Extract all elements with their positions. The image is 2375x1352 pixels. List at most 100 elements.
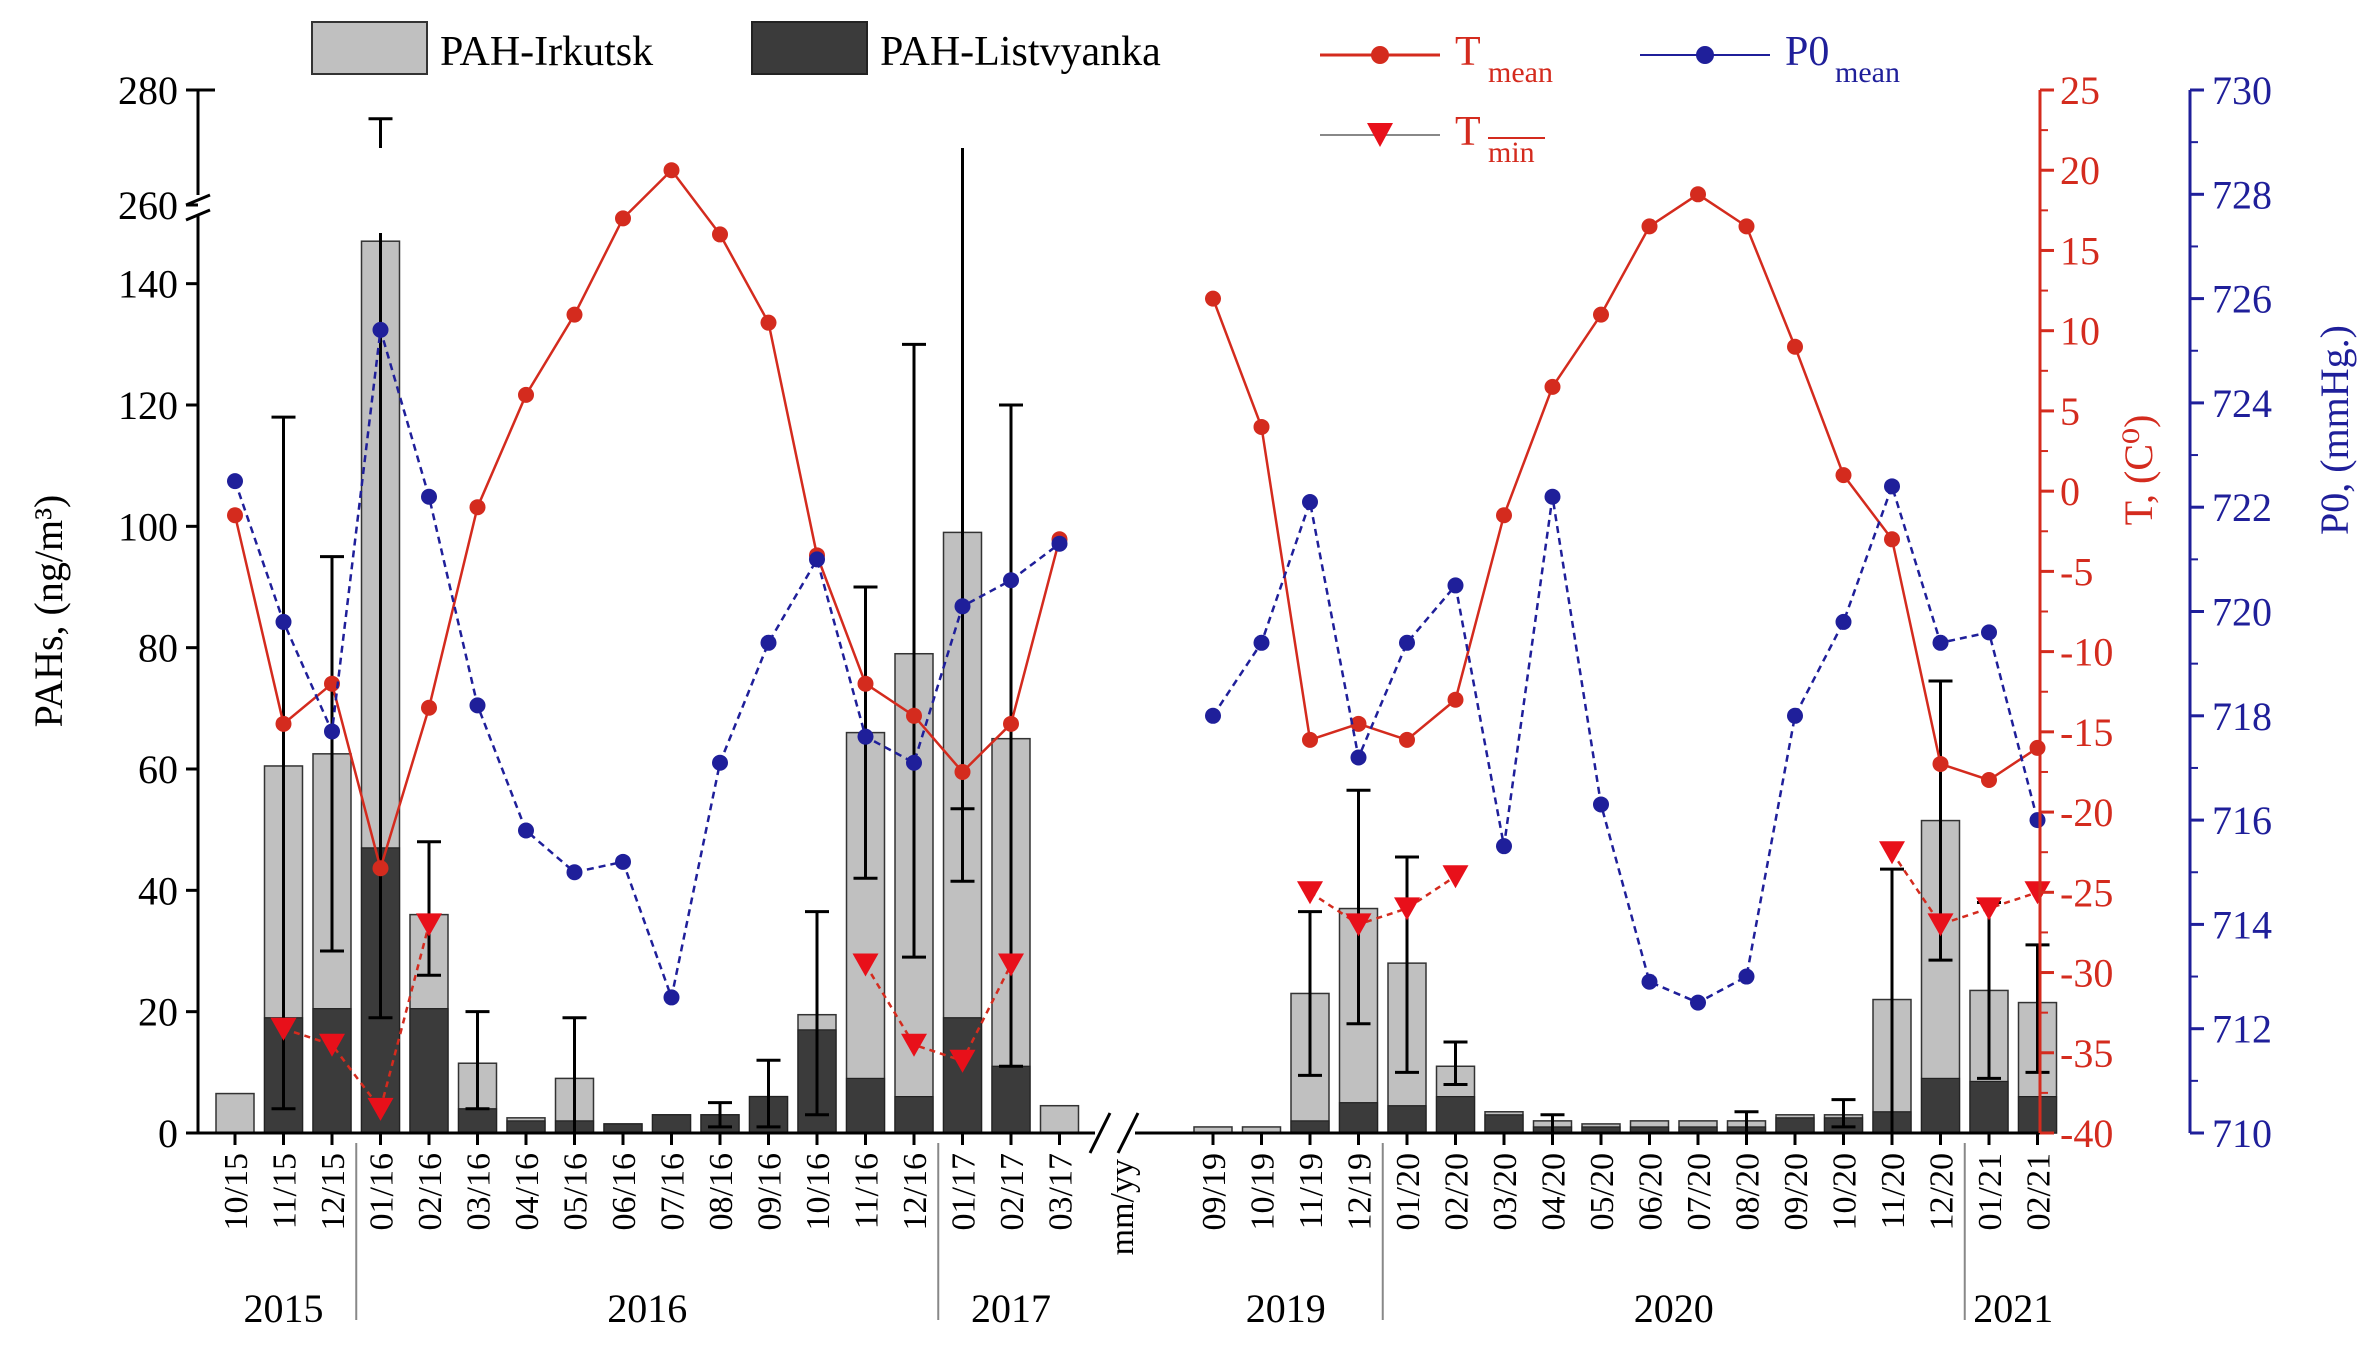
point-P0_mean — [1884, 478, 1900, 495]
point-T_mean — [906, 707, 922, 724]
x-tick-label: 12/20 — [1924, 1153, 1961, 1230]
right1-tick-label: -10 — [2060, 630, 2113, 675]
x-tick-label: 12/19 — [1342, 1153, 1379, 1230]
left-axis-label: PAHs, (ng/m³) — [26, 495, 71, 728]
point-T_mean — [1738, 218, 1755, 235]
bar-listvyanka — [1290, 1120, 1330, 1134]
point-T_mean — [1544, 378, 1561, 395]
x-tick-label: 06/20 — [1633, 1153, 1670, 1230]
right1-tick-label: 20 — [2060, 148, 2100, 193]
point-T_mean — [1302, 731, 1318, 748]
point-T_min — [2024, 881, 2051, 905]
point-T_mean — [1932, 755, 1949, 772]
left-tick-label: 100 — [118, 504, 178, 549]
right1-tick-label: -25 — [2060, 870, 2113, 915]
x-tick-label: 05/16 — [558, 1153, 595, 1230]
legend-label-tmean: T — [1455, 29, 1481, 75]
point-T_mean — [712, 226, 728, 243]
x-tick-label: 04/20 — [1536, 1153, 1573, 1230]
x-tick-label: 11/20 — [1875, 1153, 1912, 1229]
legend-sub-tmin: min — [1488, 136, 1535, 169]
bar-listvyanka — [1969, 1080, 2009, 1134]
point-T_mean — [566, 306, 583, 323]
right1-tick-label: 15 — [2060, 228, 2100, 273]
bar-listvyanka — [409, 1008, 449, 1134]
x-tick-label: 09/16 — [752, 1153, 789, 1230]
point-P0_mean — [906, 754, 922, 771]
x-tick-label: 07/20 — [1681, 1153, 1718, 1230]
point-T_mean — [1641, 218, 1658, 235]
bar-listvyanka — [991, 1065, 1031, 1134]
point-P0_mean — [1496, 838, 1512, 855]
right2-tick-label: 712 — [2212, 1007, 2272, 1052]
right1-tick-label: 25 — [2060, 68, 2100, 113]
point-P0_mean — [227, 473, 243, 490]
right1-tick-label: 0 — [2060, 469, 2080, 514]
point-T_mean — [372, 860, 389, 877]
point-P0_mean — [1205, 707, 1221, 724]
x-tick-label: 11/15 — [267, 1153, 304, 1229]
series-line-P0_mean — [233, 329, 1061, 1003]
point-T_mean — [1593, 306, 1609, 323]
x-tick-label: 01/17 — [946, 1153, 983, 1230]
point-T_min — [416, 913, 442, 937]
point-P0_mean — [324, 723, 340, 740]
point-P0_mean — [1051, 535, 1068, 552]
legend-marker-p0 — [1696, 46, 1714, 64]
point-P0_mean — [1738, 968, 1755, 985]
point-P0_mean — [663, 989, 680, 1006]
right2-tick-label: 720 — [2212, 590, 2272, 635]
bar-listvyanka — [942, 1017, 983, 1134]
x-tick-label: 09/19 — [1196, 1153, 1233, 1230]
x-tick-label: 02/20 — [1439, 1153, 1476, 1230]
bar-listvyanka — [651, 1114, 692, 1134]
point-T_mean — [954, 763, 971, 780]
x-tick-label: 11/19 — [1293, 1153, 1330, 1229]
point-T_mean — [1399, 731, 1415, 748]
point-P0_mean — [1593, 796, 1609, 813]
x-tick-label: 03/16 — [461, 1153, 498, 1230]
point-P0_mean — [1544, 488, 1561, 505]
point-P0_mean — [469, 697, 486, 714]
point-T_min — [367, 1097, 394, 1121]
point-T_min — [949, 1049, 976, 1073]
point-T_mean — [469, 499, 486, 516]
legend-label-listvyanka: PAH-Listvyanka — [880, 29, 1161, 75]
point-T_min — [319, 1033, 345, 1057]
x-tick-label: 08/20 — [1730, 1153, 1767, 1230]
x-tick-label: 01/16 — [364, 1153, 401, 1230]
x-tick-label: 10/16 — [800, 1153, 837, 1230]
right2-tick-label: 716 — [2212, 798, 2272, 843]
point-T_mean — [227, 507, 243, 524]
point-P0_mean — [2029, 812, 2046, 829]
x-tick-label: 11/16 — [849, 1153, 886, 1229]
x-tick-label: 09/20 — [1778, 1153, 1815, 1230]
point-P0_mean — [1981, 624, 1997, 641]
point-T_mean — [2029, 739, 2046, 756]
right2-tick-label: 718 — [2212, 694, 2272, 739]
bar-listvyanka — [894, 1095, 934, 1134]
bar-listvyanka — [506, 1120, 546, 1134]
point-P0_mean — [1447, 577, 1464, 594]
x-tick-label: 12/15 — [315, 1153, 352, 1230]
bar-listvyanka — [1920, 1077, 1961, 1134]
bar-listvyanka — [845, 1077, 886, 1134]
year-label: 2019 — [1246, 1286, 1326, 1331]
legend-sub-p0: mean — [1835, 56, 1900, 89]
left-tick-label: 260 — [118, 183, 178, 228]
x-tick-label: 10/20 — [1827, 1153, 1864, 1230]
series-line-T_min — [1309, 875, 1457, 926]
point-T_mean — [1003, 715, 1019, 732]
left-tick-label: 80 — [138, 626, 178, 671]
point-T_mean — [1835, 467, 1852, 484]
x-tick-label: 08/16 — [703, 1153, 740, 1230]
point-T_mean — [1690, 186, 1706, 203]
right1-tick-label: -40 — [2060, 1111, 2113, 1156]
point-P0_mean — [1253, 634, 1270, 651]
point-T_min — [1442, 865, 1469, 889]
series-line-T_min — [283, 924, 431, 1112]
x-tick-label: 12/16 — [897, 1153, 934, 1230]
legend-marker-tmin — [1367, 123, 1393, 147]
